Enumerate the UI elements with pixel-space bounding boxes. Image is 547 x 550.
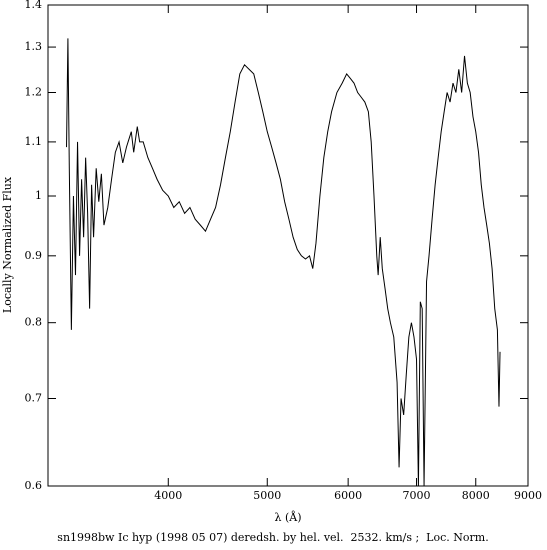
- y-tick-label: 0.8: [25, 316, 43, 329]
- y-tick-label: 1: [35, 189, 42, 202]
- chart-title: sn1998bw Ic hyp (1998 05 07) deredsh. by…: [57, 531, 488, 544]
- y-tick-label: 1.2: [25, 86, 43, 99]
- x-tick-label: 6000: [334, 489, 362, 502]
- x-tick-label: 9000: [514, 489, 542, 502]
- plot-frame: [47, 4, 529, 487]
- y-tick-label: 0.7: [25, 391, 43, 404]
- y-tick-label: 1.1: [25, 135, 43, 148]
- x-tick-label: 5000: [253, 489, 281, 502]
- y-tick-label: 0.6: [25, 479, 43, 492]
- y-tick-label: 1.4: [25, 0, 43, 11]
- y-tick-label: 0.9: [25, 249, 43, 262]
- x-axis-label: λ (Å): [275, 510, 302, 524]
- x-tick-label: 7000: [403, 489, 431, 502]
- y-axis-label: Locally Normalized Flux: [1, 176, 14, 313]
- x-tick-label: 8000: [462, 489, 490, 502]
- x-tick-label: 4000: [154, 489, 182, 502]
- spectrum-line: [66, 38, 501, 487]
- y-tick-label: 1.3: [25, 40, 43, 53]
